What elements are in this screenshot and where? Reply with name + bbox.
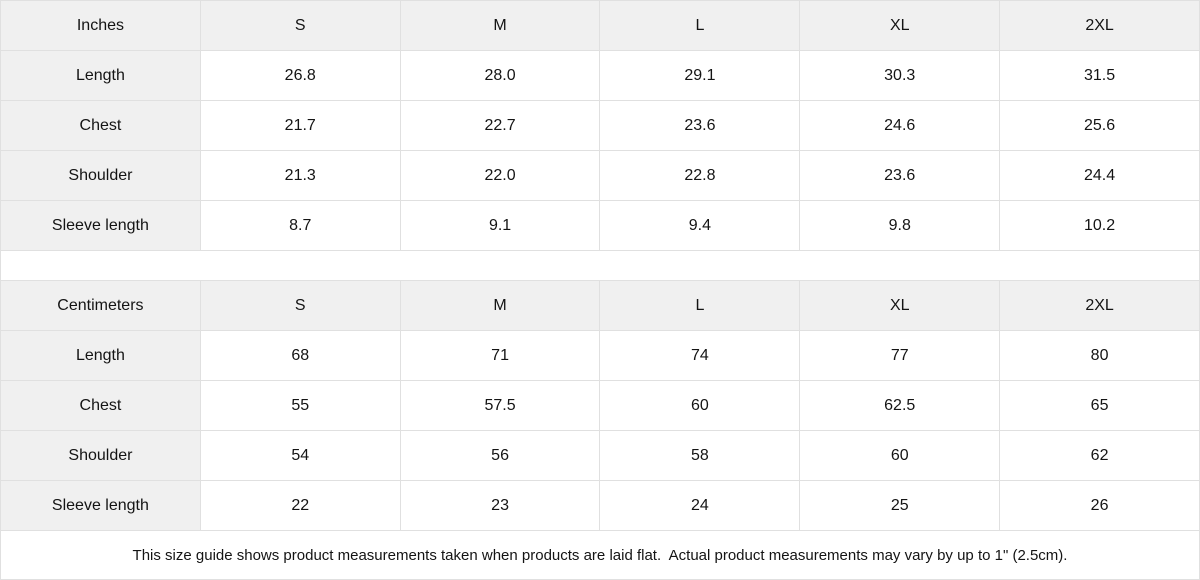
value-cell: 62 [999,430,1200,481]
value-cell: 10.2 [999,200,1200,251]
value-cell: 80 [999,330,1200,381]
value-cell: 22.0 [399,150,601,201]
table-row: Chest 55 57.5 60 62.5 65 [0,380,1200,431]
value-cell: 24.4 [999,150,1200,201]
value-cell: 9.1 [399,200,601,251]
table-row: Length 68 71 74 77 80 [0,330,1200,381]
value-cell: 56 [399,430,601,481]
row-label-shoulder: Shoulder [0,430,201,481]
value-cell: 58 [599,430,801,481]
size-header-2xl: 2XL [999,280,1200,331]
value-cell: 24 [599,480,801,531]
centimeters-unit-header: Centimeters [0,280,201,331]
row-label-length: Length [0,330,201,381]
size-header-xl: XL [799,280,1001,331]
row-label-sleeve-length: Sleeve length [0,200,201,251]
value-cell: 57.5 [399,380,601,431]
size-header-s: S [199,280,401,331]
value-cell: 26.8 [199,50,401,101]
size-header-l: L [599,0,801,51]
value-cell: 31.5 [999,50,1200,101]
table-row: Chest 21.7 22.7 23.6 24.6 25.6 [0,100,1200,151]
table-spacer [0,251,1200,280]
table-row: Length 26.8 28.0 29.1 30.3 31.5 [0,50,1200,101]
value-cell: 24.6 [799,100,1001,151]
inches-table: Inches S M L XL 2XL Length 26.8 28.0 29.… [0,0,1200,251]
value-cell: 30.3 [799,50,1001,101]
value-cell: 60 [599,380,801,431]
value-cell: 22 [199,480,401,531]
table-row: Shoulder 21.3 22.0 22.8 23.6 24.4 [0,150,1200,201]
guide-footer: This size guide shows product measuremen… [0,531,1200,580]
value-cell: 60 [799,430,1001,481]
footer-note: This size guide shows product measuremen… [132,546,1068,564]
centimeters-table: Centimeters S M L XL 2XL Length 68 71 74… [0,280,1200,531]
row-label-shoulder: Shoulder [0,150,201,201]
row-label-sleeve-length: Sleeve length [0,480,201,531]
value-cell: 71 [399,330,601,381]
value-cell: 23.6 [799,150,1001,201]
value-cell: 22.8 [599,150,801,201]
value-cell: 77 [799,330,1001,381]
value-cell: 8.7 [199,200,401,251]
table-row: Sleeve length 22 23 24 25 26 [0,480,1200,531]
value-cell: 21.3 [199,150,401,201]
size-header-l: L [599,280,801,331]
centimeters-header-row: Centimeters S M L XL 2XL [0,280,1200,331]
value-cell: 55 [199,380,401,431]
value-cell: 25.6 [999,100,1200,151]
value-cell: 68 [199,330,401,381]
value-cell: 22.7 [399,100,601,151]
value-cell: 25 [799,480,1001,531]
value-cell: 23 [399,480,601,531]
value-cell: 62.5 [799,380,1001,431]
value-cell: 74 [599,330,801,381]
size-header-m: M [399,280,601,331]
size-header-m: M [399,0,601,51]
value-cell: 23.6 [599,100,801,151]
value-cell: 28.0 [399,50,601,101]
row-label-length: Length [0,50,201,101]
value-cell: 29.1 [599,50,801,101]
value-cell: 9.4 [599,200,801,251]
value-cell: 26 [999,480,1200,531]
inches-unit-header: Inches [0,0,201,51]
value-cell: 54 [199,430,401,481]
size-header-xl: XL [799,0,1001,51]
inches-header-row: Inches S M L XL 2XL [0,0,1200,51]
value-cell: 9.8 [799,200,1001,251]
row-label-chest: Chest [0,380,201,431]
value-cell: 21.7 [199,100,401,151]
size-header-2xl: 2XL [999,0,1200,51]
size-header-s: S [199,0,401,51]
row-label-chest: Chest [0,100,201,151]
value-cell: 65 [999,380,1200,431]
table-row: Shoulder 54 56 58 60 62 [0,430,1200,481]
table-row: Sleeve length 8.7 9.1 9.4 9.8 10.2 [0,200,1200,251]
